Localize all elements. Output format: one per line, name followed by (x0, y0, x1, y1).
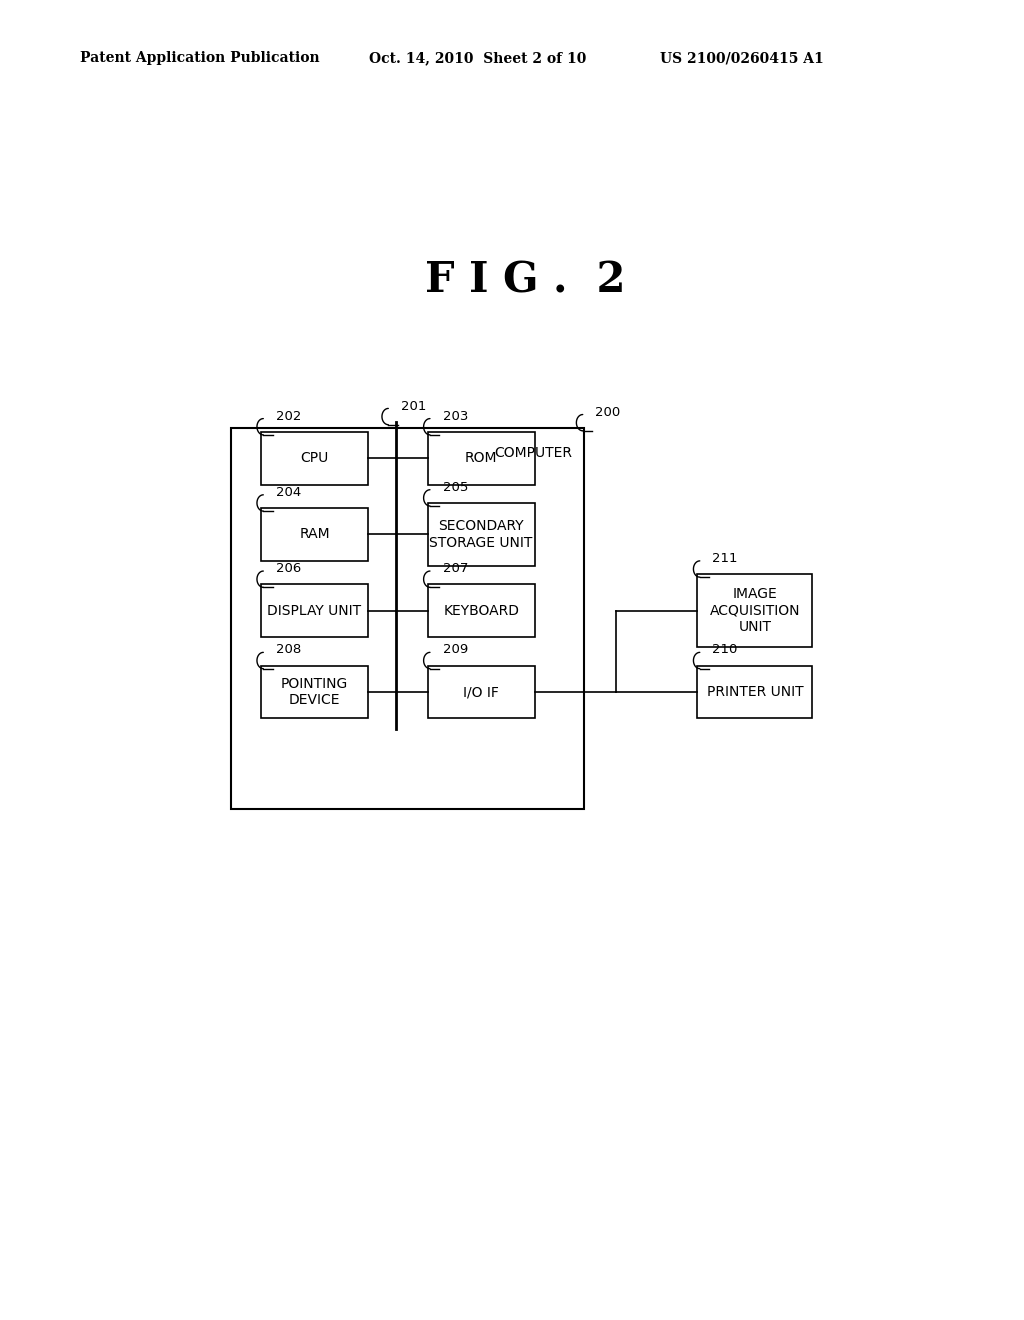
Bar (261, 508, 368, 561)
Text: PRINTER UNIT: PRINTER UNIT (707, 685, 803, 700)
Text: F I G .  2: F I G . 2 (425, 259, 625, 301)
Text: 209: 209 (442, 643, 468, 656)
Text: 210: 210 (713, 643, 738, 656)
Bar (697, 665, 812, 718)
Text: 207: 207 (442, 562, 468, 576)
Text: 208: 208 (276, 643, 301, 656)
Text: 211: 211 (713, 552, 738, 565)
Bar (261, 432, 368, 484)
Bar (697, 574, 812, 647)
Text: ROM: ROM (465, 451, 498, 465)
Text: 205: 205 (442, 480, 468, 494)
Text: POINTING
DEVICE: POINTING DEVICE (281, 677, 348, 708)
Text: I/O IF: I/O IF (463, 685, 499, 700)
Text: 203: 203 (442, 409, 468, 422)
Text: 200: 200 (595, 405, 621, 418)
Text: 204: 204 (276, 486, 301, 499)
Text: US 2100/0260415 A1: US 2100/0260415 A1 (660, 51, 824, 65)
Text: 202: 202 (276, 409, 301, 422)
Text: 206: 206 (276, 562, 301, 576)
Text: RAM: RAM (299, 528, 330, 541)
Text: KEYBOARD: KEYBOARD (443, 603, 519, 618)
Bar (261, 665, 368, 718)
Text: Oct. 14, 2010  Sheet 2 of 10: Oct. 14, 2010 Sheet 2 of 10 (369, 51, 586, 65)
Bar (428, 585, 535, 638)
Text: 201: 201 (401, 400, 426, 412)
Text: DISPLAY UNIT: DISPLAY UNIT (267, 603, 361, 618)
Text: IMAGE
ACQUISITION
UNIT: IMAGE ACQUISITION UNIT (710, 587, 800, 634)
Bar (261, 585, 368, 638)
Bar (428, 432, 535, 484)
Text: Patent Application Publication: Patent Application Publication (80, 51, 319, 65)
Bar (428, 665, 535, 718)
Bar (428, 503, 535, 566)
Text: COMPUTER: COMPUTER (495, 446, 572, 461)
Bar (231, 428, 585, 809)
Text: SECONDARY
STORAGE UNIT: SECONDARY STORAGE UNIT (429, 519, 532, 549)
Text: CPU: CPU (300, 451, 329, 465)
